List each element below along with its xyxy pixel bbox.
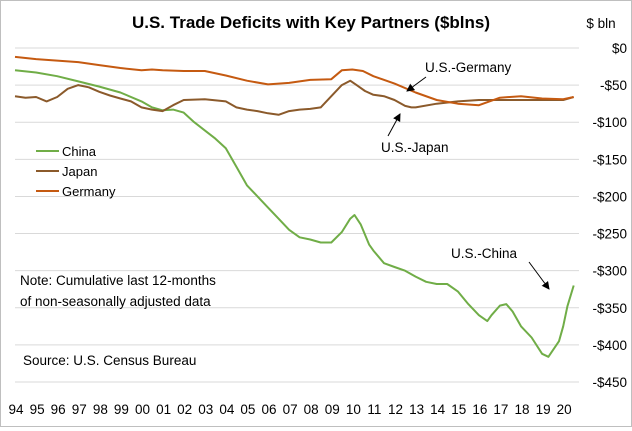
- series-line-china: [14, 69, 575, 358]
- legend-label-china: China: [62, 144, 97, 159]
- series-line-japan: [14, 79, 574, 116]
- legend-label-germany: Germany: [62, 184, 116, 199]
- x-tick-label: 98: [93, 402, 108, 417]
- legend: China Japan Germany: [36, 144, 116, 199]
- x-tick-label: 03: [198, 402, 213, 417]
- x-tick-label: 15: [451, 402, 466, 417]
- x-tick-label: 14: [430, 402, 446, 417]
- chart-title: U.S. Trade Deficits with Key Partners ($…: [132, 13, 490, 32]
- x-tick-label: 99: [114, 402, 129, 417]
- annotation-us-japan: U.S.-Japan: [381, 140, 449, 155]
- x-tick-label: 00: [135, 402, 150, 417]
- x-tick-label: 09: [325, 402, 340, 417]
- y-tick-label: -$200: [592, 189, 627, 204]
- series-lines: [14, 55, 575, 358]
- x-tick-label: 10: [346, 402, 361, 417]
- y-tick-label: -$400: [592, 338, 627, 353]
- x-tick-label: 02: [177, 402, 192, 417]
- x-tick-label: 19: [536, 402, 551, 417]
- y-tick-label: -$450: [592, 375, 627, 390]
- y-tick-label: -$150: [592, 152, 627, 167]
- series-line-germany: [14, 55, 574, 107]
- x-tick-label: 04: [219, 402, 235, 417]
- y-tick-label: -$250: [592, 227, 627, 242]
- x-tick-label: 96: [51, 402, 66, 417]
- x-tick-label: 17: [493, 402, 508, 417]
- x-tick-label: 08: [304, 402, 319, 417]
- x-tick-label: 12: [388, 402, 403, 417]
- y-tick-labels: $0 -$50 -$100 -$150 -$200 -$250 -$300 -$350 -$40…: [592, 41, 627, 390]
- y-tick-label: -$350: [592, 301, 627, 316]
- y-tick-label: -$100: [592, 115, 627, 130]
- annotation-arrow-japan: [387, 113, 401, 137]
- y-tick-label: -$300: [592, 264, 627, 279]
- x-tick-label: 13: [409, 402, 424, 417]
- x-tick-label: 95: [30, 402, 45, 417]
- x-tick-label: 97: [72, 402, 87, 417]
- note-line-2: of non-seasonally adjusted data: [20, 294, 211, 309]
- y-tick-label: -$50: [600, 78, 627, 93]
- x-tick-label: 18: [515, 402, 530, 417]
- x-tick-label: 07: [283, 402, 298, 417]
- y-axis-label: $ bln: [586, 16, 615, 31]
- x-tick-label: 94: [8, 402, 24, 417]
- source-note: Source: U.S. Census Bureau: [23, 353, 196, 368]
- annotation-arrow-china: [528, 261, 550, 290]
- x-tick-label: 01: [156, 402, 171, 417]
- annotation-us-china: U.S.-China: [451, 246, 518, 261]
- legend-label-japan: Japan: [62, 164, 97, 179]
- x-tick-label: 16: [472, 402, 487, 417]
- x-tick-label: 11: [367, 402, 381, 417]
- annotation-arrow-germany: [406, 76, 427, 92]
- note-line-1: Note: Cumulative last 12-months: [20, 273, 216, 288]
- x-tick-label: 05: [240, 402, 255, 417]
- y-tick-label: $0: [612, 41, 627, 56]
- annotation-us-germany: U.S.-Germany: [425, 60, 512, 75]
- x-tick-label: 20: [557, 402, 572, 417]
- gridlines: [15, 47, 579, 383]
- x-tick-labels: 94 95 96 97 98 99 00 01 02 03 04 05 06 07 08 09 10 11 12 13…: [8, 402, 571, 417]
- x-tick-label: 06: [261, 402, 276, 417]
